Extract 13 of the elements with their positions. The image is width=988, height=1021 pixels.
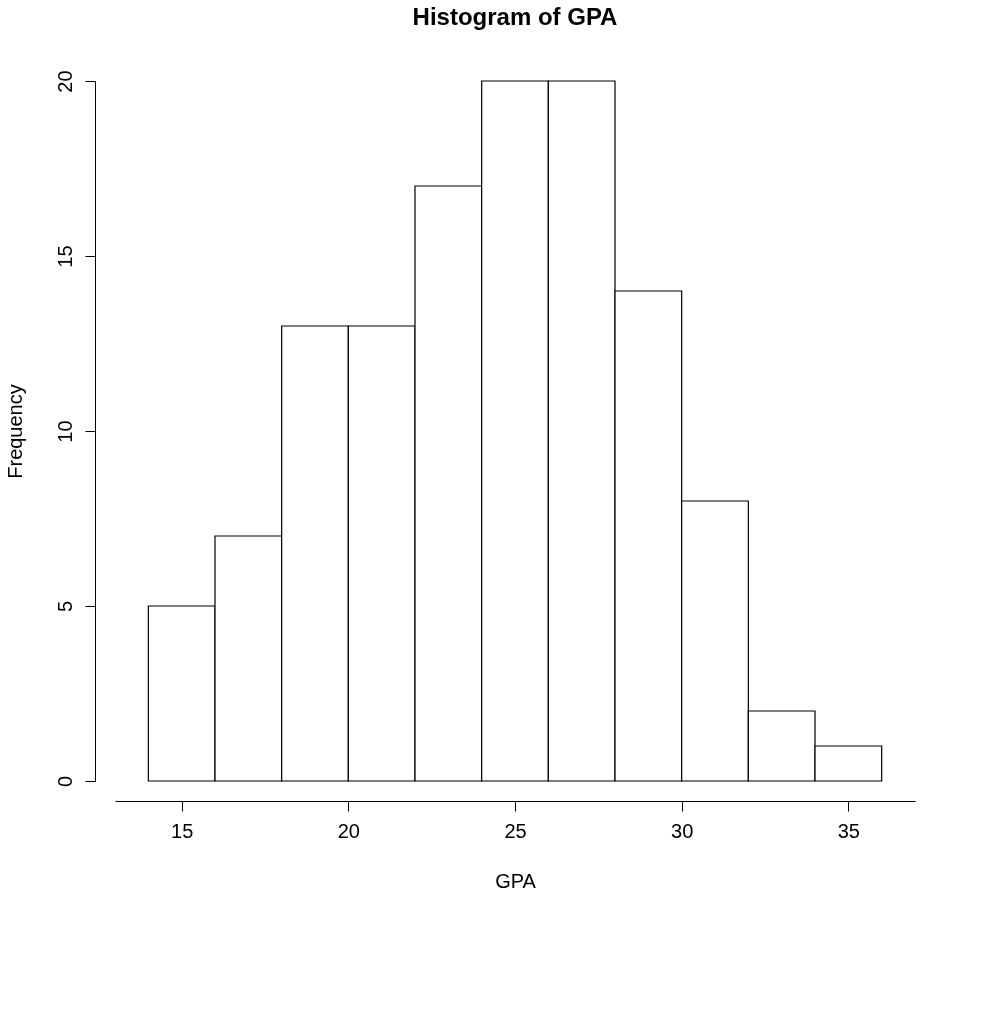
x-tick-label: 35 <box>837 819 860 842</box>
y-tick-label: 20 <box>53 70 76 93</box>
y-tick-label: 0 <box>53 775 76 788</box>
chart-title: Histogram of GPA <box>412 2 618 30</box>
x-tick-label: 15 <box>171 819 194 842</box>
x-tick-label: 25 <box>504 819 527 842</box>
x-axis-title: GPA <box>495 869 537 892</box>
y-tick-label: 15 <box>53 245 76 268</box>
y-tick-label: 10 <box>53 420 76 443</box>
x-tick-label: 20 <box>337 819 360 842</box>
x-tick-label: 30 <box>671 819 694 842</box>
y-axis-title: Frequency <box>3 384 26 479</box>
y-tick-label: 5 <box>53 600 76 613</box>
